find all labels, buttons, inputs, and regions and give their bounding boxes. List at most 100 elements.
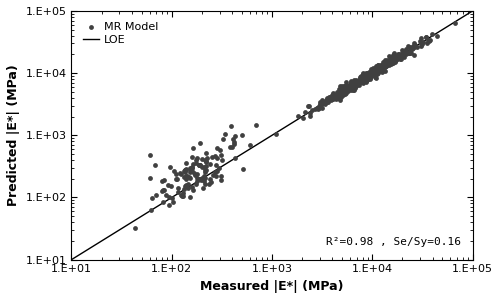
MR Model [360, 75, 368, 80]
MR Model [336, 90, 344, 95]
MR Model [384, 60, 392, 65]
MR Model [146, 152, 154, 157]
MR Model [338, 91, 345, 95]
MR Model [410, 52, 418, 57]
MR Model [424, 38, 432, 43]
MR Model [356, 80, 364, 85]
MR Model [372, 68, 380, 72]
MR Model [152, 192, 160, 197]
MR Model [372, 72, 380, 77]
MR Model [193, 156, 201, 161]
MR Model [380, 66, 388, 70]
MR Model [420, 39, 428, 44]
MR Model [370, 70, 378, 75]
MR Model [378, 64, 386, 69]
MR Model [164, 183, 172, 188]
MR Model [378, 65, 386, 70]
MR Model [216, 178, 224, 183]
MR Model [374, 66, 382, 71]
MR Model [378, 66, 386, 71]
MR Model [340, 85, 348, 90]
MR Model [184, 181, 192, 186]
MR Model [373, 70, 381, 74]
MR Model [354, 80, 362, 84]
MR Model [334, 94, 342, 99]
MR Model [360, 73, 368, 78]
MR Model [340, 90, 348, 94]
Legend: MR Model, LOE: MR Model, LOE [77, 16, 164, 51]
MR Model [227, 123, 235, 128]
MR Model [366, 74, 374, 78]
MR Model [179, 193, 187, 198]
MR Model [380, 60, 388, 65]
MR Model [228, 136, 236, 141]
MR Model [391, 58, 399, 63]
MR Model [380, 65, 388, 70]
MR Model [181, 169, 189, 174]
MR Model [336, 88, 344, 93]
Y-axis label: Predicted |E*| (MPa): Predicted |E*| (MPa) [7, 64, 20, 206]
MR Model [387, 59, 395, 64]
MR Model [392, 57, 400, 62]
MR Model [200, 174, 207, 179]
MR Model [372, 69, 380, 74]
MR Model [231, 134, 239, 139]
MR Model [405, 51, 413, 56]
MR Model [370, 65, 378, 70]
MR Model [180, 184, 188, 188]
MR Model [170, 169, 177, 174]
MR Model [409, 44, 417, 49]
MR Model [338, 88, 345, 93]
MR Model [213, 156, 221, 161]
MR Model [365, 71, 373, 76]
MR Model [346, 83, 354, 88]
MR Model [367, 72, 375, 76]
MR Model [349, 84, 357, 88]
MR Model [385, 62, 393, 67]
MR Model [387, 61, 395, 66]
MR Model [398, 47, 406, 52]
MR Model [246, 143, 254, 148]
MR Model [374, 65, 382, 70]
MR Model [358, 78, 366, 83]
Text: R²=0.98 , Se/Sy=0.16: R²=0.98 , Se/Sy=0.16 [326, 237, 460, 247]
MR Model [179, 190, 187, 195]
MR Model [327, 97, 335, 102]
MR Model [202, 158, 210, 163]
MR Model [346, 84, 354, 89]
MR Model [330, 95, 338, 100]
MR Model [348, 83, 356, 88]
MR Model [417, 36, 425, 41]
MR Model [346, 82, 354, 86]
MR Model [358, 76, 366, 81]
MR Model [337, 92, 345, 96]
MR Model [366, 74, 374, 79]
MR Model [208, 179, 216, 184]
MR Model [426, 38, 434, 42]
MR Model [392, 57, 400, 62]
MR Model [322, 99, 330, 104]
MR Model [344, 84, 352, 89]
MR Model [318, 98, 326, 102]
MR Model [342, 87, 349, 92]
MR Model [398, 50, 406, 55]
MR Model [322, 98, 330, 103]
MR Model [404, 43, 412, 48]
MR Model [347, 85, 355, 90]
MR Model [317, 102, 325, 107]
MR Model [390, 50, 398, 55]
MR Model [342, 84, 350, 89]
MR Model [396, 57, 404, 62]
MR Model [326, 95, 334, 100]
MR Model [332, 93, 340, 98]
MR Model [367, 73, 375, 78]
MR Model [375, 66, 383, 71]
MR Model [350, 88, 358, 93]
MR Model [348, 83, 356, 88]
MR Model [174, 190, 182, 194]
MR Model [349, 82, 357, 86]
MR Model [366, 73, 374, 78]
MR Model [382, 60, 390, 64]
MR Model [402, 52, 410, 56]
MR Model [272, 131, 280, 136]
